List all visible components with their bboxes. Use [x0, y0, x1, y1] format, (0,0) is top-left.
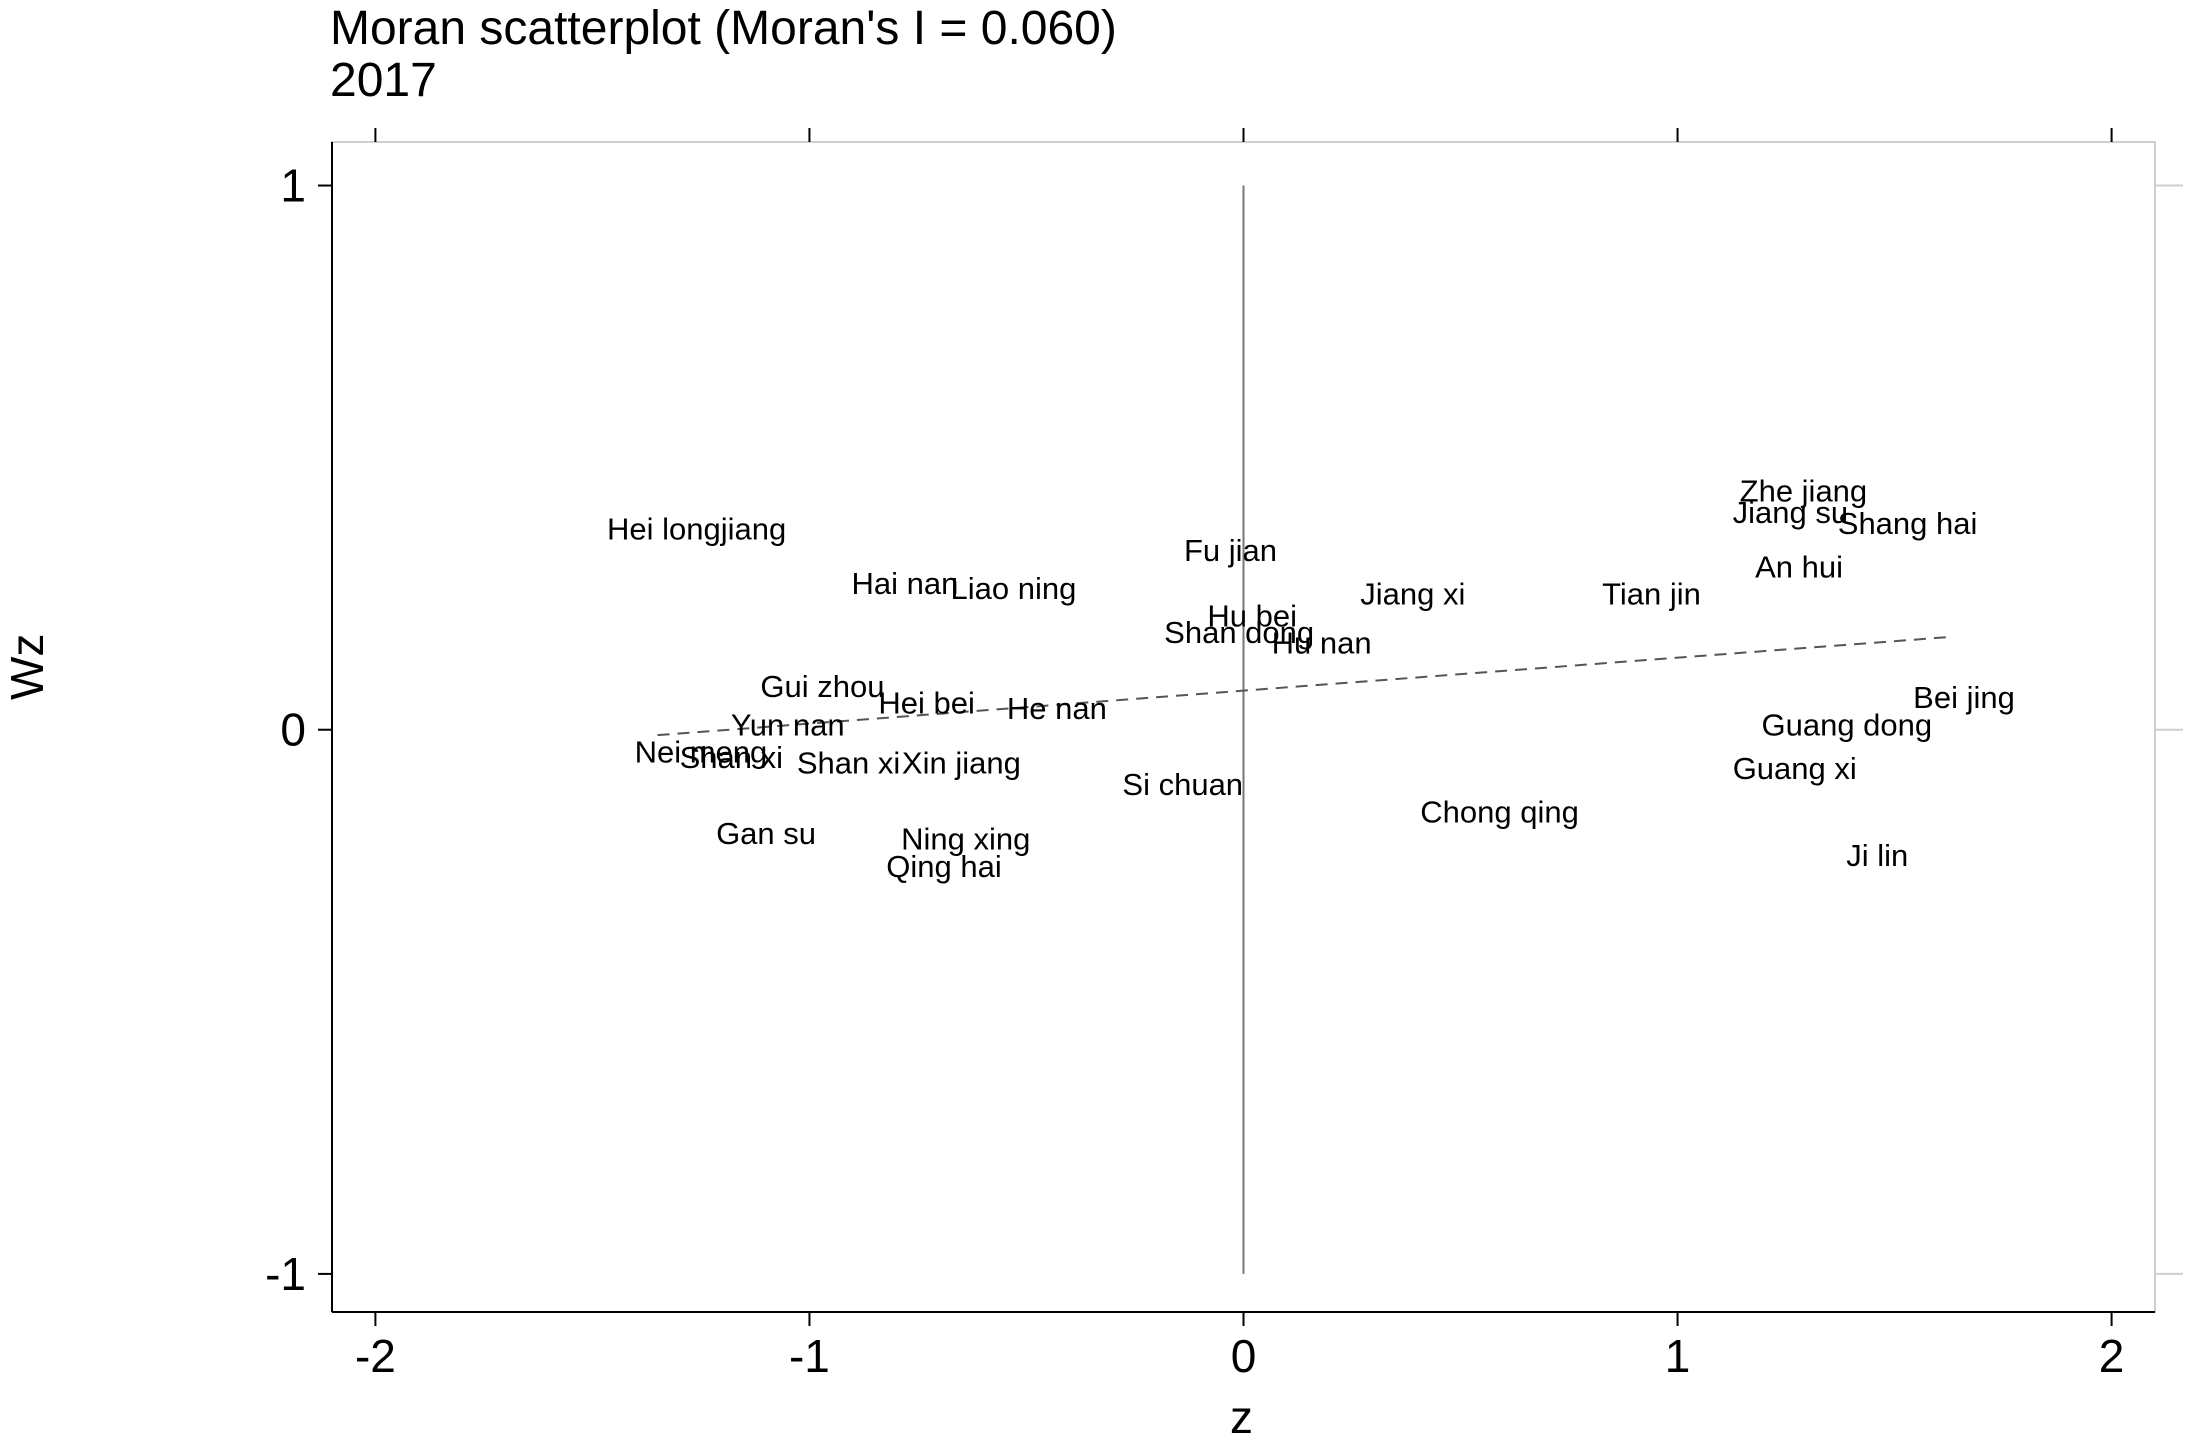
point-label: Guang dong	[1761, 707, 1932, 742]
point-label: Liao ning	[951, 571, 1077, 606]
point-label: Shan xi	[680, 740, 783, 775]
point-label: Guang xi	[1733, 751, 1857, 786]
chart-title: Moran scatterplot (Moran's I = 0.060)	[330, 2, 1117, 55]
point-label: Gui zhou	[760, 669, 884, 704]
point-label: Hei longjiang	[607, 511, 786, 546]
y-tick-label: -1	[265, 1248, 306, 1300]
point-label: Ning xing	[901, 822, 1030, 857]
x-tick-label: -2	[355, 1330, 396, 1382]
point-label: Hu bei	[1207, 598, 1297, 633]
y-tick-label: 0	[280, 704, 306, 756]
fit-line-group	[657, 636, 1947, 737]
point-label: Zhe jiang	[1740, 473, 1868, 508]
point-label: Hai nan	[852, 566, 959, 601]
chart-subtitle: 2017	[330, 54, 437, 107]
point-label: Tian jin	[1602, 577, 1701, 612]
point-label: Jiang xi	[1360, 577, 1465, 612]
point-label: Xin jiang	[902, 745, 1021, 780]
regression-fit-line	[657, 636, 1947, 737]
point-label: Nei meng	[635, 734, 768, 769]
point-label: An hui	[1755, 549, 1843, 584]
point-label: Shang hai	[1838, 506, 1978, 541]
point-label: Hu nan	[1272, 626, 1372, 661]
point-label: Yun nan	[731, 707, 845, 742]
x-tick-label: -1	[789, 1330, 830, 1382]
x-axis-ticks: -2 -1 0 1 2	[355, 128, 2124, 1382]
x-tick-label: 2	[2099, 1330, 2125, 1382]
x-tick-label: 1	[1665, 1330, 1691, 1382]
point-label: Gan su	[716, 816, 816, 851]
y-tick-label: 1	[280, 160, 306, 212]
x-tick-label: 0	[1231, 1330, 1257, 1382]
point-label: Chong qing	[1420, 794, 1579, 829]
point-label: Bei jing	[1913, 680, 2015, 715]
point-label: Fu jian	[1184, 533, 1277, 568]
point-label: Jiang su	[1733, 495, 1848, 530]
point-label: Qing hai	[886, 849, 1001, 884]
point-label: Ji lin	[1846, 838, 1908, 873]
x-axis-label: z	[1230, 1391, 1253, 1443]
point-label: He nan	[1007, 691, 1107, 726]
point-label: Shan xi	[797, 745, 900, 780]
point-label: Si chuan	[1122, 767, 1243, 802]
y-axis-ticks: -1 0 1	[265, 160, 2183, 1300]
point-label: Hei bei	[878, 686, 975, 721]
point-label: Shan dong	[1164, 615, 1314, 650]
